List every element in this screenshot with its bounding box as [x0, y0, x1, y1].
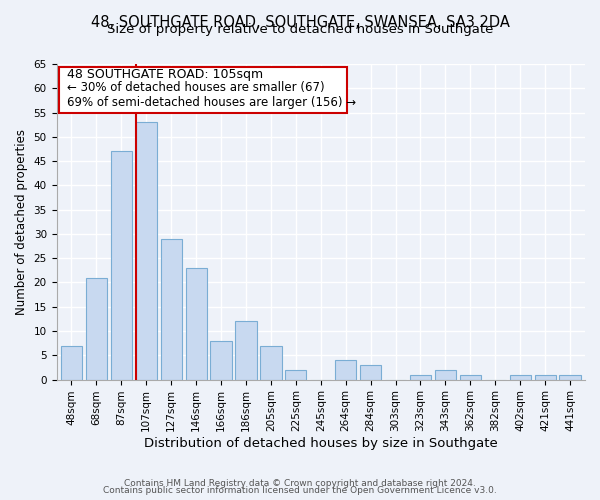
- Text: 48 SOUTHGATE ROAD: 105sqm: 48 SOUTHGATE ROAD: 105sqm: [67, 68, 263, 81]
- Bar: [86, 278, 107, 380]
- Text: 48, SOUTHGATE ROAD, SOUTHGATE, SWANSEA, SA3 2DA: 48, SOUTHGATE ROAD, SOUTHGATE, SWANSEA, …: [91, 15, 509, 30]
- Bar: [559, 374, 581, 380]
- Bar: [435, 370, 456, 380]
- Bar: [161, 239, 182, 380]
- Text: Contains HM Land Registry data © Crown copyright and database right 2024.: Contains HM Land Registry data © Crown c…: [124, 478, 476, 488]
- Text: Size of property relative to detached houses in Southgate: Size of property relative to detached ho…: [107, 22, 493, 36]
- FancyBboxPatch shape: [59, 67, 347, 113]
- Bar: [260, 346, 281, 380]
- Y-axis label: Number of detached properties: Number of detached properties: [15, 129, 28, 315]
- Bar: [185, 268, 207, 380]
- Bar: [360, 365, 381, 380]
- Bar: [535, 374, 556, 380]
- Bar: [410, 374, 431, 380]
- Bar: [61, 346, 82, 380]
- Bar: [136, 122, 157, 380]
- Bar: [509, 374, 531, 380]
- Bar: [335, 360, 356, 380]
- Bar: [460, 374, 481, 380]
- Bar: [211, 341, 232, 380]
- Bar: [111, 152, 132, 380]
- Text: Contains public sector information licensed under the Open Government Licence v3: Contains public sector information licen…: [103, 486, 497, 495]
- Text: ← 30% of detached houses are smaller (67): ← 30% of detached houses are smaller (67…: [67, 82, 325, 94]
- Text: 69% of semi-detached houses are larger (156) →: 69% of semi-detached houses are larger (…: [67, 96, 356, 108]
- X-axis label: Distribution of detached houses by size in Southgate: Distribution of detached houses by size …: [144, 437, 497, 450]
- Bar: [235, 322, 257, 380]
- Bar: [285, 370, 307, 380]
